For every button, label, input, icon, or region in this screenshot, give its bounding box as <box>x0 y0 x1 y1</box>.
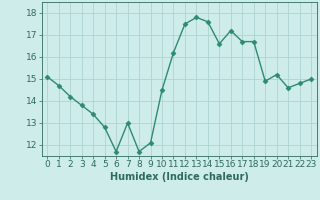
X-axis label: Humidex (Indice chaleur): Humidex (Indice chaleur) <box>110 172 249 182</box>
